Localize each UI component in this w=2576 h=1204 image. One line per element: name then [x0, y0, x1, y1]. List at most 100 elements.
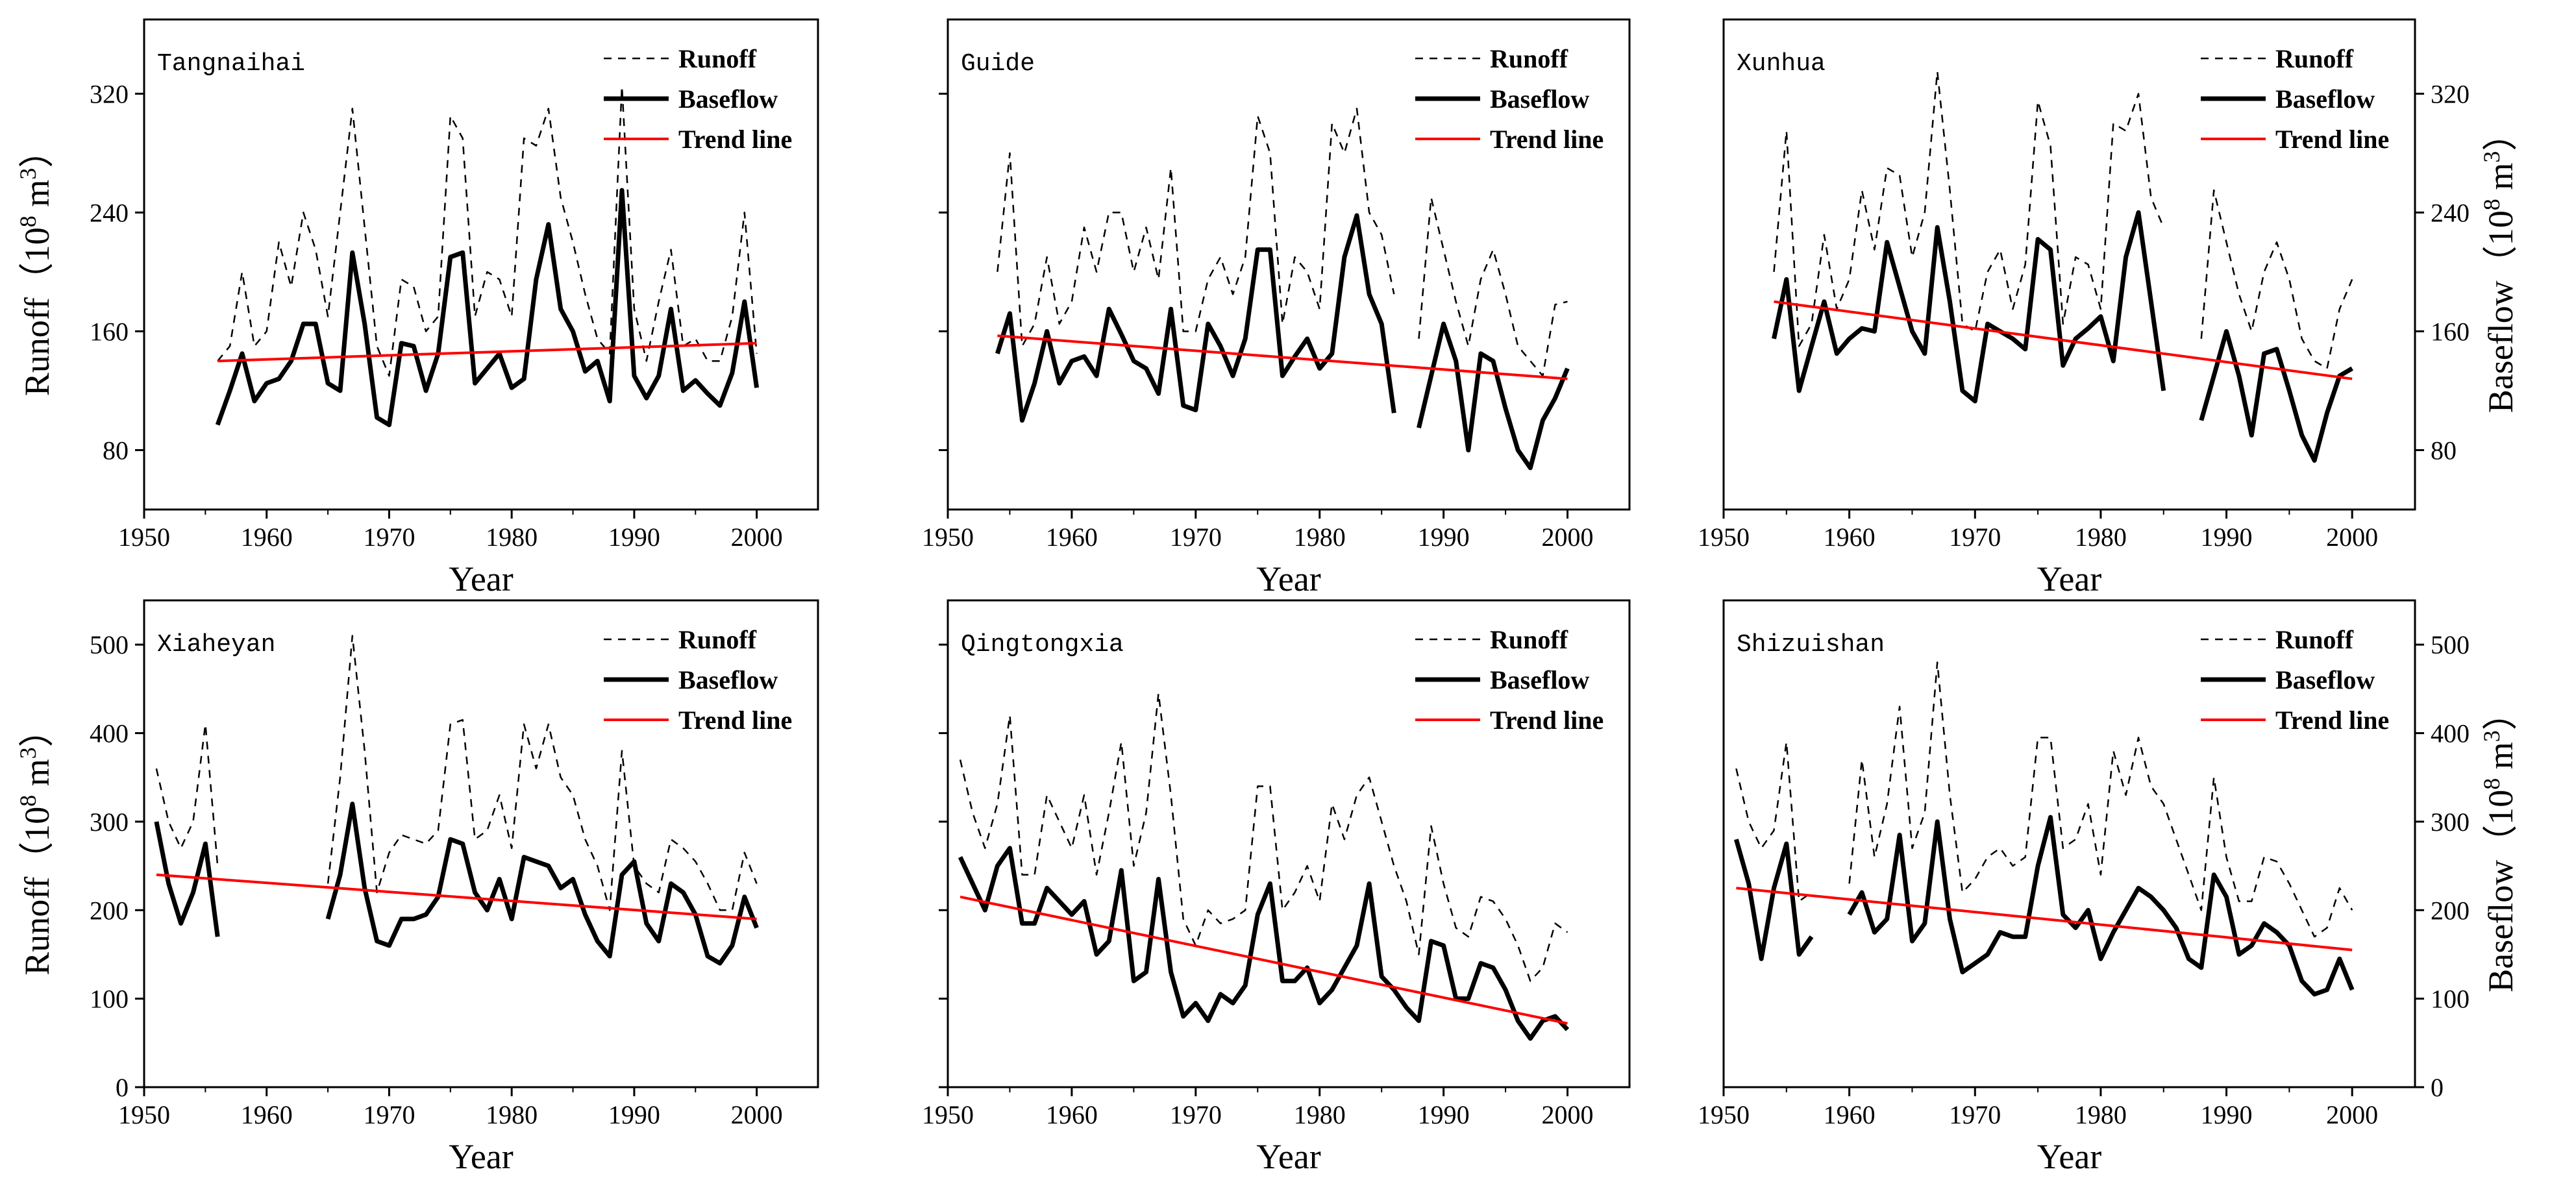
x-axis-label: Year — [1256, 1137, 1321, 1176]
legend-label: Baseflow — [1490, 84, 1589, 114]
y-tick-label-right: 160 — [2431, 317, 2470, 346]
chart-panel-shizuishan: 1950 1960 1970 1980 1990 2000 0 100 200 300 400 500… — [1698, 599, 2520, 1176]
series-baseflow — [1847, 815, 2355, 997]
station-name: Shizuishan — [1737, 631, 1885, 659]
x-tick-label: 1990 — [608, 1100, 660, 1129]
series-trend-line — [1774, 300, 2353, 380]
chart-panel-xiaheyan: 1950 1960 1970 1980 1990 2000 0 100 200 300 400 500… — [15, 599, 819, 1176]
series-trend-line — [217, 341, 757, 363]
series-runoff — [997, 108, 1395, 347]
legend-label: Baseflow — [2275, 665, 2375, 694]
x-tick-label: 1990 — [2201, 1100, 2253, 1129]
legend-label: Trend line — [1490, 706, 1604, 735]
x-tick-label: 1980 — [2075, 1100, 2127, 1129]
x-tick-label: 2000 — [1542, 522, 1594, 552]
station-name: Guide — [961, 50, 1035, 78]
legend-label: Baseflow — [1490, 665, 1589, 694]
x-tick-label: 1970 — [363, 522, 415, 552]
x-tick-label: 1950 — [922, 522, 974, 552]
x-tick-label: 1950 — [118, 522, 170, 552]
legend-label: Runoff — [1490, 44, 1568, 73]
plot-frame — [1722, 599, 2416, 1088]
series-baseflow — [1734, 839, 1814, 961]
y-tick-label-right: 80 — [2431, 436, 2457, 465]
series-runoff — [1848, 661, 2353, 938]
y-tick-label-right: 200 — [2431, 896, 2470, 925]
plot-frame — [143, 599, 819, 1088]
legend-label: Baseflow — [678, 84, 778, 114]
chart-panel-xunhua: 1950 1960 1970 1980 1990 2000 80 160 240 320 Year B… — [1698, 18, 2520, 598]
station-name: Xunhua — [1737, 50, 1826, 78]
series-trend-line — [960, 895, 1568, 1025]
x-tick-label: 1990 — [1418, 522, 1470, 552]
x-tick-label: 1970 — [1949, 522, 2001, 552]
series-runoff — [959, 692, 1568, 982]
plot-frame — [947, 18, 1631, 511]
legend-label: Runoff — [1490, 625, 1568, 654]
series-baseflow — [154, 821, 220, 937]
station-name: Qingtongxia — [961, 631, 1124, 659]
legend-label: Trend line — [1490, 125, 1604, 154]
legend-label: Runoff — [2275, 625, 2354, 654]
station-name: Tangnaihai — [157, 50, 305, 78]
chart-panel-tangnaihai: 1950 1960 1970 1980 1990 2000 80 160 240 320 Year R… — [15, 18, 819, 598]
x-tick-label: 1980 — [486, 1100, 538, 1129]
x-tick-label: 2000 — [731, 1100, 783, 1129]
x-tick-label: 1960 — [241, 522, 293, 552]
legend-label: Trend line — [678, 125, 792, 154]
series-trend-line — [156, 873, 757, 920]
y-tick-label-right: 400 — [2431, 719, 2470, 748]
y-axis-label: Runoff（108 m3） — [15, 712, 56, 976]
y-tick-label: 200 — [90, 896, 129, 925]
series-trend-line — [1736, 887, 2353, 952]
y-tick-label: 100 — [90, 985, 129, 1014]
x-tick-label: 1960 — [241, 1100, 293, 1129]
series-runoff — [1418, 197, 1568, 377]
series-runoff — [1773, 70, 2164, 347]
legend-label: Trend line — [2275, 125, 2389, 154]
x-tick-label: 1980 — [1294, 522, 1346, 552]
x-axis-label: Year — [2037, 1137, 2102, 1176]
plot-frame — [947, 599, 1631, 1088]
y-axis-label: Baseflow（108 m3） — [2479, 695, 2520, 992]
x-tick-label: 1970 — [1949, 1100, 2001, 1129]
y-axis-label: Runoff（108 m3） — [15, 133, 56, 397]
chart-panel-qingtongxia: 1950 1960 1970 1980 1990 2000 Year Qingtongxia R… — [922, 599, 1631, 1176]
legend-label: Baseflow — [2275, 84, 2375, 114]
y-tick-label: 300 — [90, 807, 129, 837]
y-tick-label-right: 100 — [2431, 985, 2470, 1014]
series-baseflow — [2199, 329, 2353, 463]
x-axis-label: Year — [1256, 559, 1321, 598]
x-tick-label: 1970 — [363, 1100, 415, 1129]
x-tick-label: 2000 — [2326, 1100, 2378, 1129]
x-axis-label: Year — [449, 1137, 514, 1176]
x-tick-label: 1950 — [118, 1100, 170, 1129]
x-tick-label: 1960 — [1046, 522, 1098, 552]
x-tick-label: 1960 — [1824, 522, 1876, 552]
x-tick-label: 1950 — [1698, 522, 1750, 552]
x-tick-label: 1980 — [2075, 522, 2127, 552]
y-axis-label: Baseflow（108 m3） — [2479, 116, 2520, 413]
x-tick-label: 1990 — [1418, 1100, 1470, 1129]
x-tick-label: 1970 — [1170, 522, 1222, 552]
legend-label: Runoff — [2275, 44, 2354, 73]
plot-frame — [1722, 18, 2416, 511]
x-tick-label: 1980 — [1294, 1100, 1346, 1129]
y-tick-label: 240 — [90, 198, 129, 227]
y-tick-label: 500 — [90, 630, 129, 659]
legend-label: Trend line — [2275, 706, 2389, 735]
series-runoff — [327, 635, 758, 911]
legend-label: Trend line — [678, 706, 792, 735]
legend-label: Runoff — [678, 625, 757, 654]
x-tick-label: 1980 — [486, 522, 538, 552]
legend-label: Baseflow — [678, 665, 778, 694]
x-tick-label: 2000 — [1542, 1100, 1594, 1129]
y-tick-label-right: 320 — [2431, 79, 2470, 108]
x-tick-label: 1960 — [1046, 1100, 1098, 1129]
y-tick-label: 320 — [90, 79, 129, 108]
y-tick-label: 0 — [116, 1073, 129, 1102]
y-tick-label: 400 — [90, 719, 129, 748]
series-baseflow — [325, 802, 759, 966]
y-tick-label: 80 — [103, 436, 129, 465]
